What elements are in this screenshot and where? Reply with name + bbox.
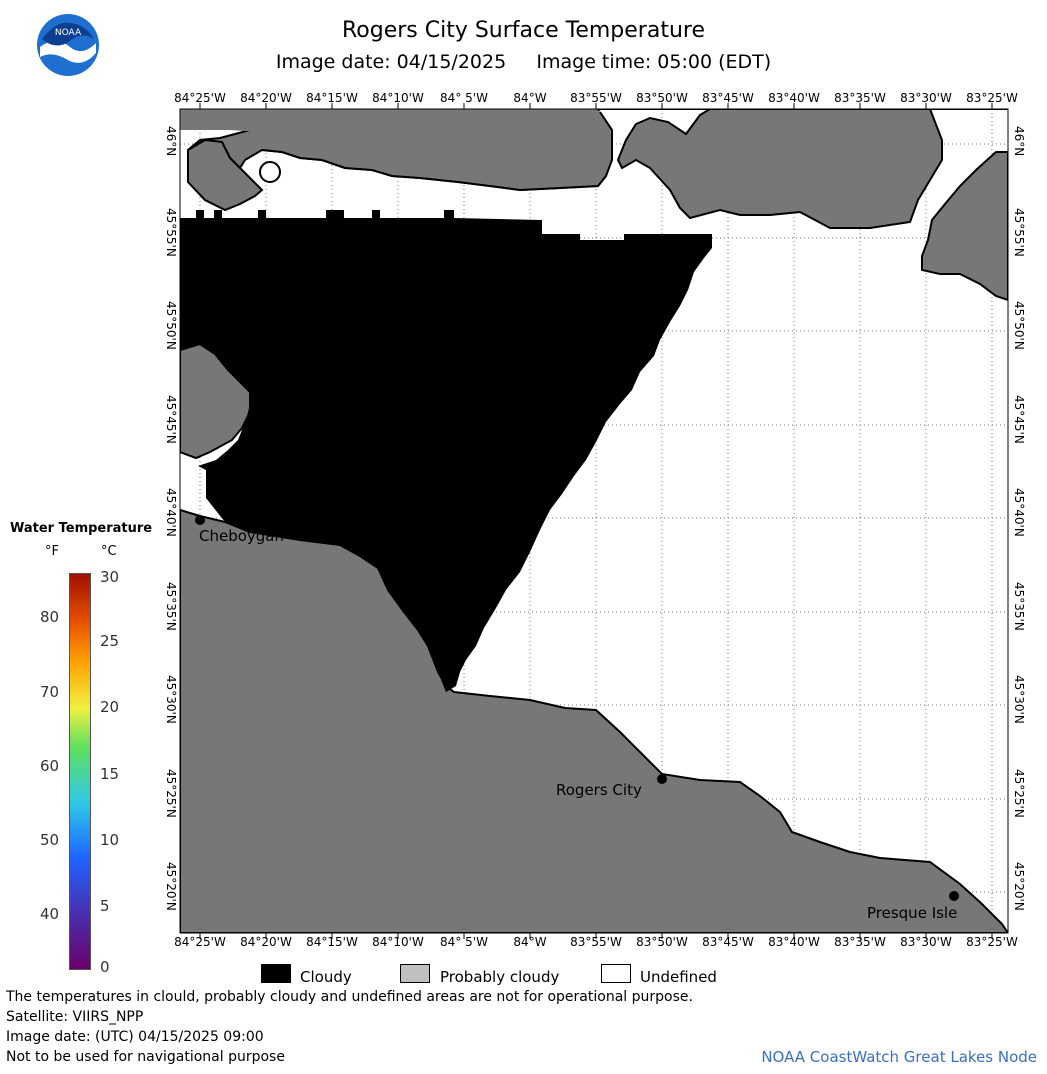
key-swatch-cloudy	[261, 964, 291, 983]
map-subtitle: Image date: 04/15/2025 Image time: 05:00…	[275, 51, 772, 73]
legend-tick-f: 40	[40, 905, 60, 923]
lon-label-top: 83°55'W	[570, 91, 622, 105]
legend-unit-celsius: °C	[101, 544, 117, 559]
lon-label-bottom: 83°45'W	[702, 935, 754, 949]
legend-tick-c: 5	[100, 897, 110, 915]
lon-label-bottom: 83°50'W	[636, 935, 688, 949]
lon-label-top: 83°25'W	[966, 91, 1018, 105]
lon-label-bottom: 84°W	[513, 935, 547, 949]
key-label-probably-cloudy: Probably cloudy	[440, 968, 560, 986]
lat-label-left: 45°30'N	[164, 675, 178, 724]
key-swatch-undefined	[601, 964, 631, 983]
land-masses	[180, 109, 1008, 933]
legend-tick-c: 25	[100, 632, 120, 650]
lon-label-top: 83°45'W	[702, 91, 754, 105]
lon-label-bottom: 83°35'W	[834, 935, 886, 949]
map-title: Rogers City Surface Temperature	[341, 18, 706, 43]
lon-label-bottom: 83°25'W	[966, 935, 1018, 949]
axis-ticks	[199, 103, 993, 939]
satellite-text: Satellite: VIIRS_NPP	[6, 1009, 144, 1025]
lat-label-left: 45°25'N	[164, 769, 178, 818]
lat-label-right: 45°55'N	[1012, 208, 1026, 257]
lat-label-left: 45°40'N	[164, 488, 178, 537]
key-swatch-probably-cloudy	[400, 964, 430, 983]
land-north-shore	[180, 109, 612, 190]
legend-tick-f: 60	[40, 757, 60, 775]
credit-text: NOAA CoastWatch Great Lakes Node	[761, 1048, 1037, 1066]
lat-label-left: 45°20'N	[164, 862, 178, 911]
lat-label-right: 45°50'N	[1012, 301, 1026, 350]
legend-tick-c: 30	[100, 568, 120, 586]
map-frame	[179, 108, 1009, 934]
logo-text: NOAA	[55, 28, 82, 38]
lon-label-top: 84°15'W	[306, 91, 358, 105]
lon-label-top: 83°35'W	[834, 91, 886, 105]
lon-label-top: 84°10'W	[372, 91, 424, 105]
city-label-rogers-city: Rogers City	[556, 781, 642, 799]
lat-label-right: 45°20'N	[1012, 862, 1026, 911]
legend-tick-f: 70	[40, 683, 60, 701]
legend-title: Water Temperature	[10, 521, 153, 536]
lon-label-top: 83°30'W	[900, 91, 952, 105]
navigation-warning-text: Not to be used for navigational purpose	[6, 1049, 285, 1065]
temperature-colorbar	[69, 573, 91, 970]
legend-tick-f: 80	[40, 608, 60, 626]
lat-label-right: 45°35'N	[1012, 582, 1026, 631]
lat-label-left: 45°45'N	[164, 395, 178, 444]
legend-tick-c: 0	[100, 958, 110, 976]
land-northeast	[921, 151, 1008, 302]
legend-tick-c: 10	[100, 831, 120, 849]
lat-label-right: 45°40'N	[1012, 488, 1026, 537]
lat-label-right: 45°25'N	[1012, 769, 1026, 818]
legend-tick-f: 50	[40, 831, 60, 849]
lat-label-left: 46°N	[164, 126, 178, 157]
lat-label-left: 45°50'N	[164, 301, 178, 350]
legend-tick-c: 20	[100, 698, 120, 716]
key-label-cloudy: Cloudy	[300, 968, 352, 986]
city-marker-rogers-city	[657, 774, 667, 784]
lon-label-top: 84° 5'W	[440, 91, 488, 105]
lat-label-left: 45°35'N	[164, 582, 178, 631]
legend-tick-c: 15	[100, 765, 120, 783]
city-marker-cheboygan	[195, 515, 205, 525]
lon-label-top: 83°40'W	[768, 91, 820, 105]
lon-label-top: 84°25'W	[174, 91, 226, 105]
city-label-presque-isle: Presque Isle	[867, 904, 958, 922]
city-marker-presque-isle	[949, 891, 959, 901]
lat-label-right: 45°45'N	[1012, 395, 1026, 444]
lon-label-bottom: 84°25'W	[174, 935, 226, 949]
lon-label-bottom: 84°15'W	[306, 935, 358, 949]
lon-label-top: 83°50'W	[636, 91, 688, 105]
lon-label-bottom: 83°55'W	[570, 935, 622, 949]
lat-label-right: 46°N	[1012, 126, 1026, 157]
lon-label-bottom: 83°40'W	[768, 935, 820, 949]
lon-label-top: 84°W	[513, 91, 547, 105]
cloud-region	[180, 210, 712, 692]
lon-label-top: 84°20'W	[240, 91, 292, 105]
lon-label-bottom: 84° 5'W	[440, 935, 488, 949]
city-label-cheboygan: Cheboygan	[199, 527, 285, 545]
legend-unit-fahrenheit: °F	[45, 544, 59, 559]
disclaimer-text: The temperatures in clould, probably clo…	[6, 989, 693, 1005]
lat-label-right: 45°30'N	[1012, 675, 1026, 724]
utc-date-text: Image date: (UTC) 04/15/2025 09:00	[6, 1029, 264, 1045]
land-north-center	[616, 109, 943, 229]
noaa-logo-icon: NOAA	[37, 14, 99, 76]
key-label-undefined: Undefined	[640, 968, 717, 986]
lon-label-bottom: 84°20'W	[240, 935, 292, 949]
lat-label-left: 45°55'N	[164, 208, 178, 257]
lon-label-bottom: 84°10'W	[372, 935, 424, 949]
lon-label-bottom: 83°30'W	[900, 935, 952, 949]
